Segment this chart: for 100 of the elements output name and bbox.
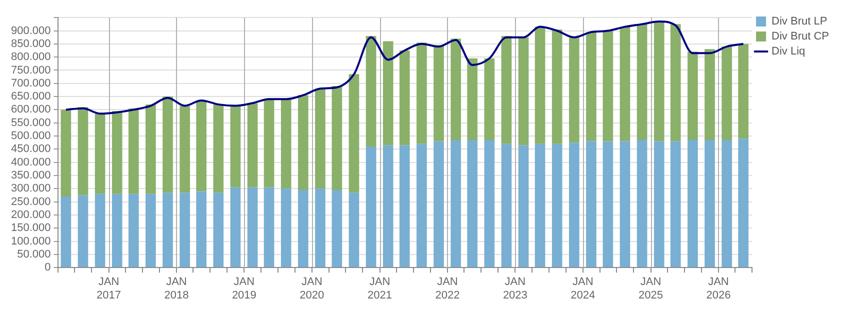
bar <box>315 188 326 268</box>
bar <box>552 29 562 144</box>
bar <box>213 192 224 268</box>
bar <box>264 187 274 268</box>
bar <box>399 145 410 268</box>
bar <box>332 190 342 268</box>
bar <box>602 30 614 142</box>
y-tick-label: 650.000 <box>10 90 51 103</box>
bar <box>467 58 478 140</box>
y-tick-label: 450.000 <box>10 143 51 156</box>
bar <box>704 140 715 268</box>
bar <box>264 99 274 188</box>
bar <box>94 194 106 268</box>
y-tick-label: 400.000 <box>10 156 51 168</box>
bar <box>670 24 681 142</box>
y-tick-label: 600.000 <box>10 104 51 116</box>
bar <box>722 46 732 140</box>
bar <box>620 26 630 142</box>
bar <box>586 32 596 142</box>
bar <box>366 36 376 147</box>
bar <box>467 140 478 268</box>
bar <box>366 146 376 268</box>
bar <box>501 36 512 144</box>
bar <box>196 191 206 268</box>
x-tick-label: JAN 2019 <box>232 276 256 302</box>
x-tick-label: JAN 2021 <box>368 276 392 302</box>
bar <box>569 142 580 268</box>
legend-label: Div Brut LP <box>772 16 828 28</box>
y-tick-label: 200.000 <box>10 209 51 221</box>
x-tick-label: JAN 2017 <box>96 276 122 302</box>
y-tick-label: 300.000 <box>10 182 51 195</box>
bar <box>332 86 342 190</box>
x-tick-label: JAN 2023 <box>502 276 528 302</box>
bar <box>586 141 596 268</box>
bar <box>722 140 732 268</box>
legend-label: Div Liq <box>772 46 806 58</box>
bar <box>162 96 173 193</box>
bar <box>298 190 308 268</box>
bar <box>738 44 748 139</box>
bar <box>348 74 360 193</box>
bar <box>501 144 512 268</box>
bar <box>670 141 681 268</box>
bar <box>230 187 241 268</box>
legend-label: Div Brut CP <box>772 30 830 43</box>
x-tick-label: JAN 2018 <box>164 276 189 302</box>
bar <box>704 49 715 140</box>
x-tick-label: JAN 2022 <box>435 276 460 302</box>
bar <box>434 45 444 142</box>
bar <box>112 194 122 268</box>
bar <box>738 138 748 268</box>
bar <box>348 192 360 268</box>
bar <box>162 192 173 268</box>
bar <box>434 141 444 268</box>
bar <box>146 194 156 268</box>
x-tick-label: JAN 2024 <box>570 276 596 302</box>
bar <box>484 140 495 268</box>
bar <box>654 141 664 268</box>
y-tick-label: 550.000 <box>10 116 51 129</box>
bar <box>416 144 427 268</box>
y-tick-label: 350.000 <box>10 170 51 182</box>
bar <box>518 37 529 146</box>
bar <box>534 26 546 144</box>
y-tick-label: 150.000 <box>10 222 51 234</box>
x-tick-label: JAN 2020 <box>300 276 324 302</box>
bar <box>180 192 190 268</box>
bar <box>94 114 106 194</box>
bar <box>60 110 72 197</box>
bar <box>247 187 258 268</box>
bar <box>688 52 698 140</box>
bar <box>450 38 461 140</box>
bar <box>298 95 308 190</box>
bar <box>382 41 394 146</box>
bar <box>450 140 461 268</box>
bar <box>230 106 241 188</box>
bar <box>534 144 546 268</box>
bar <box>112 111 122 194</box>
bar <box>518 145 529 268</box>
bar <box>620 141 630 268</box>
y-tick-label: 900.000 <box>10 24 51 37</box>
bar <box>688 140 698 268</box>
y-tick-label: 500.000 <box>10 130 51 142</box>
bar <box>382 145 394 268</box>
bar <box>213 104 224 193</box>
line-series <box>64 20 744 115</box>
bar <box>636 140 648 268</box>
y-tick-label: 0 <box>44 262 51 274</box>
bar <box>552 144 562 268</box>
x-tick-label: JAN 2025 <box>638 276 664 302</box>
bar <box>636 24 648 140</box>
x-tick-label: JAN 2026 <box>706 276 731 302</box>
y-tick-label: 50.000 <box>17 248 51 260</box>
y-tick-label: 800.000 <box>10 51 51 64</box>
bar <box>484 58 495 140</box>
bar <box>280 188 292 268</box>
bar <box>654 22 664 142</box>
y-tick-label: 850.000 <box>10 38 51 50</box>
bar <box>60 196 72 268</box>
bar <box>247 103 258 188</box>
bar <box>78 195 88 268</box>
bar <box>569 37 580 143</box>
